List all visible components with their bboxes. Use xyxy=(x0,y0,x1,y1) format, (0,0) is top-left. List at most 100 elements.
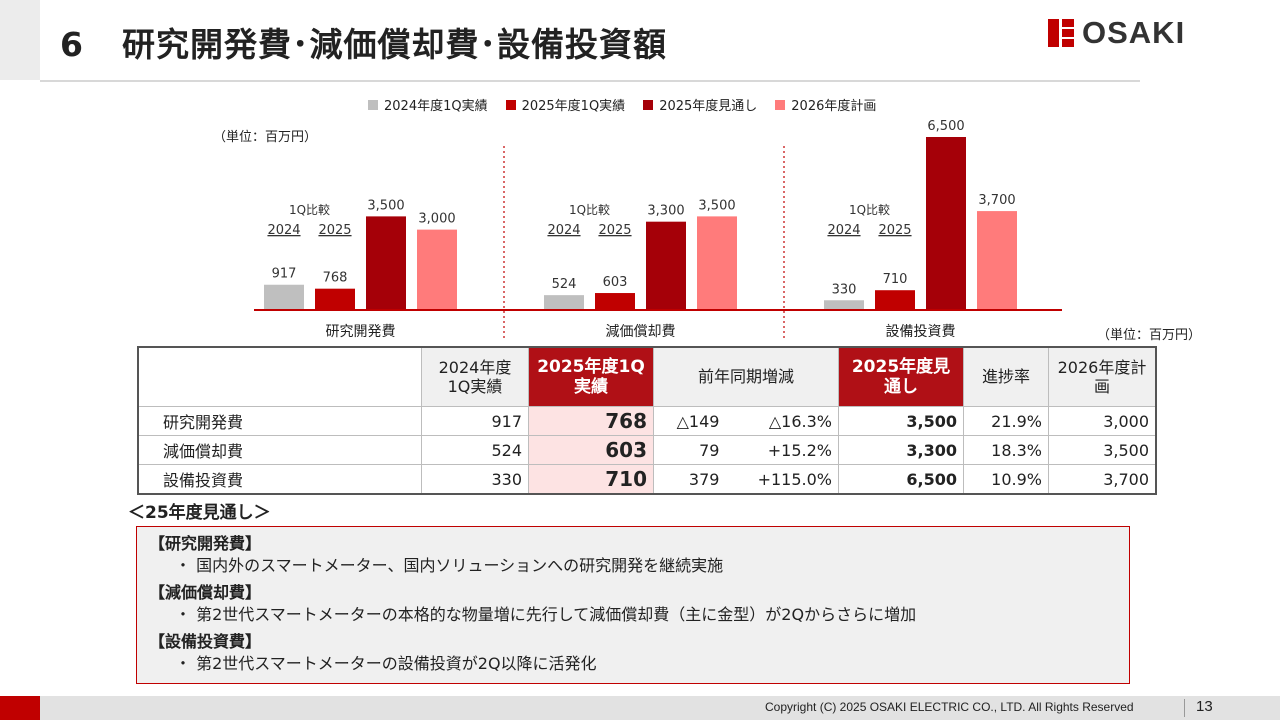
header-yoy: 前年同期増減 xyxy=(653,346,839,407)
cell-diff-pct: +15.2% xyxy=(725,435,840,465)
footer-accent xyxy=(0,696,40,720)
cell-progress: 10.9% xyxy=(963,464,1049,495)
legend-item: 2026年度計画 xyxy=(775,95,876,114)
header-fy24q1: 2024年度1Q実績 xyxy=(421,346,529,407)
header-rule xyxy=(40,80,1140,82)
cell-fy26: 3,000 xyxy=(1048,406,1157,436)
legend-label: 2025年度見通し xyxy=(659,99,758,114)
table-row: 減価償却費 524 603 79 +15.2% 3,300 18.3% 3,500 xyxy=(137,435,1157,465)
page-title: 6 研究開発費･減価償却費･設備投資額 xyxy=(60,18,667,66)
legend-swatch xyxy=(775,99,786,110)
note-body: ・ 第2世代スマートメーターの本格的な物量増に先行して減価償却費（主に金型）が2… xyxy=(175,604,917,624)
chart-legend: 2024年度1Q実績 2025年度1Q実績 2025年度見通し 2026年度計画 xyxy=(368,95,876,114)
note-body: ・ 第2世代スマートメーターの設備投資が2Q以降に活発化 xyxy=(175,653,597,673)
row-label: 研究開発費 xyxy=(137,406,422,436)
cell-fy25f: 3,500 xyxy=(838,406,964,436)
legend-label: 2024年度1Q実績 xyxy=(384,99,488,114)
bar xyxy=(646,221,686,309)
cell-progress: 21.9% xyxy=(963,406,1049,436)
row-label: 減価償却費 xyxy=(137,435,422,465)
legend-label: 2025年度1Q実績 xyxy=(521,99,626,114)
cell-diff: △149 xyxy=(653,406,726,436)
table-row: 研究開発費 917 768 △149 △16.3% 3,500 21.9% 3,000 xyxy=(137,406,1157,436)
cell-diff-pct: △16.3% xyxy=(725,406,840,436)
annotation-year: 2024 xyxy=(267,223,300,238)
cell-fy25q1: 603 xyxy=(528,435,654,465)
data-label: 3,000 xyxy=(418,212,455,227)
header-fy25f: 2025年度見通し xyxy=(838,346,964,407)
annotation-label: 1Q比較 xyxy=(289,202,330,217)
forecast-title: ＜25年度見通し＞ xyxy=(128,503,271,523)
bar xyxy=(824,300,864,309)
note-heading: 【研究開発費】 xyxy=(149,534,262,553)
legend-swatch xyxy=(368,99,378,110)
legend-item: 2024年度1Q実績 xyxy=(368,95,488,114)
cell-fy26: 3,500 xyxy=(1048,435,1157,465)
data-label: 3,300 xyxy=(647,204,684,219)
chart-unit-label: （単位：百万円） xyxy=(213,130,318,145)
cell-fy24q1: 524 xyxy=(421,435,529,465)
cell-diff: 379 xyxy=(653,464,726,495)
footer: Copyright (C) 2025 OSAKI ELECTRIC CO., L… xyxy=(0,696,1280,720)
data-label: 710 xyxy=(883,272,908,287)
section-number: 6 xyxy=(60,25,84,64)
legend-swatch xyxy=(643,99,654,110)
title-text: 研究開発費･減価償却費･設備投資額 xyxy=(122,25,667,64)
header-fy26: 2026年度計画 xyxy=(1048,346,1157,407)
data-label: 3,700 xyxy=(978,193,1015,208)
header-blank xyxy=(137,346,422,407)
header-progress: 進捗率 xyxy=(963,346,1049,407)
cell-fy25q1: 768 xyxy=(528,406,654,436)
forecast-notes: 【研究開発費】 ・ 国内外のスマートメーター、国内ソリューションへの研究開発を継… xyxy=(136,526,1130,684)
data-label: 3,500 xyxy=(367,198,404,213)
table-unit-label: （単位：百万円） xyxy=(1097,328,1202,343)
cell-fy26: 3,700 xyxy=(1048,464,1157,495)
legend-item: 2025年度1Q実績 xyxy=(505,95,626,114)
legend-item: 2025年度見通し xyxy=(643,95,757,114)
bar xyxy=(417,229,457,309)
bar xyxy=(875,290,915,309)
legend-label: 2026年度計画 xyxy=(791,99,877,114)
annotation-label: 1Q比較 xyxy=(569,202,610,217)
annotation-year: 2024 xyxy=(827,223,860,238)
company-logo: OSAKI xyxy=(1048,15,1186,50)
legend-swatch xyxy=(505,99,516,110)
cell-progress: 18.3% xyxy=(963,435,1049,465)
data-label: 3,500 xyxy=(698,198,735,213)
logo-text: OSAKI xyxy=(1082,15,1186,50)
data-label: 6,500 xyxy=(927,119,964,134)
annotation-label: 1Q比較 xyxy=(849,202,890,217)
note-heading: 【減価償却費】 xyxy=(149,583,262,603)
footer-divider xyxy=(1184,699,1185,717)
data-label: 917 xyxy=(272,267,297,282)
bar xyxy=(264,284,304,309)
table-row: 設備投資費 330 710 379 +115.0% 6,500 10.9% 3,700 xyxy=(137,464,1157,495)
table-header-row: 2024年度1Q実績 2025年度1Q実績 前年同期増減 2025年度見通し 進… xyxy=(137,346,1157,407)
page-number: 13 xyxy=(1196,698,1213,715)
category-label: 研究開発費 xyxy=(326,324,396,340)
annotation-year: 2024 xyxy=(547,223,580,238)
cell-diff-pct: +115.0% xyxy=(725,464,840,495)
summary-table: 2024年度1Q実績 2025年度1Q実績 前年同期増減 2025年度見通し 進… xyxy=(137,346,1157,495)
header-band xyxy=(0,0,40,80)
logo-mark-icon xyxy=(1048,19,1074,47)
bar xyxy=(544,295,584,309)
annotation-year: 2025 xyxy=(878,223,911,238)
data-label: 768 xyxy=(323,271,348,286)
row-label: 設備投資費 xyxy=(137,464,422,495)
bar xyxy=(595,293,635,309)
annotation-year: 2025 xyxy=(598,223,631,238)
note-heading: 【設備投資費】 xyxy=(149,632,262,652)
bar-chart: 917 768 3,500 3,000 1Q比較 2024 2025 研究開発費 524 603 3… xyxy=(254,119,1062,340)
cell-fy25f: 3,300 xyxy=(838,435,964,465)
data-label: 603 xyxy=(603,275,628,290)
category-label: 減価償却費 xyxy=(606,323,676,340)
bar xyxy=(977,211,1017,309)
bar xyxy=(697,216,737,309)
bar xyxy=(926,137,966,309)
note-body: ・ 国内外のスマートメーター、国内ソリューションへの研究開発を継続実施 xyxy=(175,555,724,575)
cell-fy25f: 6,500 xyxy=(838,464,964,495)
cell-fy25q1: 710 xyxy=(528,464,654,495)
annotation-year: 2025 xyxy=(318,223,351,238)
cell-diff: 79 xyxy=(653,435,726,465)
